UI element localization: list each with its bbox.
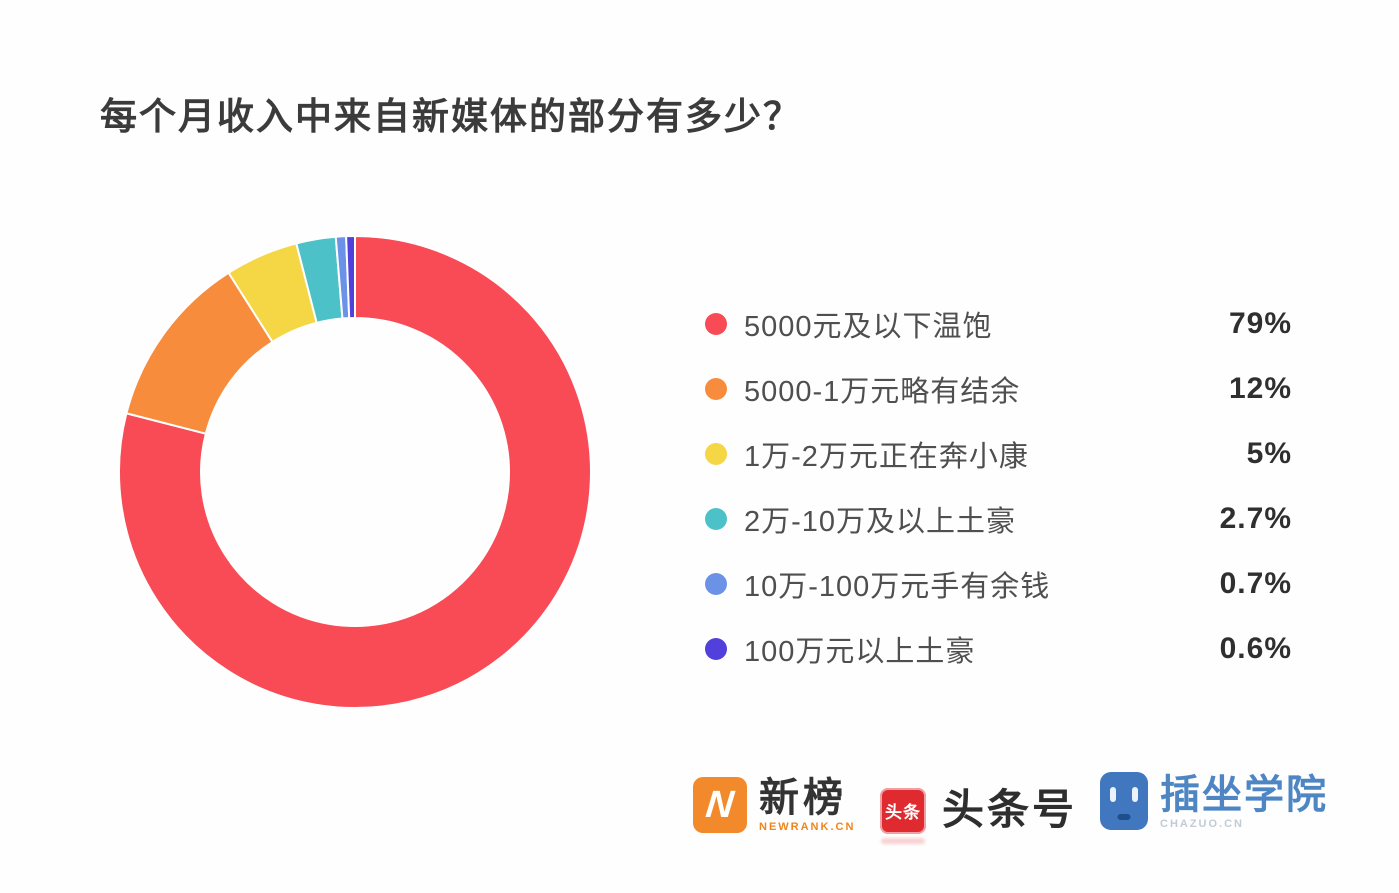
legend-row: 5000-1万元略有结余 12% <box>705 356 1292 421</box>
legend-color-dot <box>705 637 727 660</box>
legend-row: 1万-2万元正在奔小康 5% <box>705 421 1292 486</box>
toutiao-name: 头条号 <box>942 786 1078 833</box>
chazuo-brand: 插坐学院 CHAZUO.CN <box>1100 772 1328 830</box>
donut-chart <box>118 234 592 709</box>
legend-value: 79% <box>1228 306 1292 340</box>
legend-color-dot <box>705 572 727 595</box>
donut-slice-5 <box>345 234 356 320</box>
legend-label: 5000-1万元略有结余 <box>744 375 1021 408</box>
robot-eye-right <box>1132 787 1138 802</box>
robot-eye-left <box>1110 787 1116 802</box>
legend-color-dot <box>705 312 727 335</box>
newrank-n-glyph: N <box>704 783 736 826</box>
legend-row: 2万-10万及以上土豪 2.7% <box>705 486 1292 551</box>
newrank-brand: N 新榜 NEWRANK.CN <box>693 776 855 833</box>
legend-row: 5000元及以下温饱 79% <box>705 291 1292 356</box>
legend-row: 100万元以上土豪 0.6% <box>705 616 1292 681</box>
footer-logos: N 新榜 NEWRANK.CN 头条 头条号 插坐学院 <box>0 772 1399 862</box>
chart-legend: 5000元及以下温饱 79% 5000-1万元略有结余 12% 1万-2万元正在奔小康 5… <box>705 291 1292 681</box>
legend-value: 0.6% <box>1219 631 1292 665</box>
newrank-name: 新榜 <box>759 776 847 820</box>
legend-label: 10万-100万元手有余钱 <box>744 570 1051 603</box>
chart-title: 每个月收入中来自新媒体的部分有多少？ <box>100 96 802 137</box>
legend-color-dot <box>705 377 727 400</box>
legend-label: 100万元以上土豪 <box>744 635 976 668</box>
chazuo-name: 插坐学院 <box>1160 772 1328 817</box>
legend-color-dot <box>705 442 727 465</box>
toutiao-brand: 头条 头条号 <box>880 776 1077 847</box>
newrank-url: NEWRANK.CN <box>759 821 856 833</box>
legend-row: 10万-100万元手有余钱 0.7% <box>705 551 1292 616</box>
chazuo-robot-icon <box>1100 772 1148 830</box>
legend-label: 5000元及以下温饱 <box>744 310 993 343</box>
donut-slice-0 <box>118 234 592 709</box>
legend-color-dot <box>705 507 727 530</box>
legend-label: 1万-2万元正在奔小康 <box>744 440 1029 473</box>
legend-value: 12% <box>1228 371 1292 405</box>
legend-value: 0.7% <box>1219 566 1292 600</box>
legend-value: 5% <box>1246 436 1292 470</box>
toutiao-subtext-blur <box>881 837 925 844</box>
toutiao-logo-icon: 头条 <box>880 787 926 834</box>
toutiao-badge-text: 头条 <box>885 803 921 822</box>
newrank-logo-icon: N <box>693 776 747 833</box>
chazuo-url: CHAZUO.CN <box>1160 817 1244 830</box>
robot-mouth <box>1117 814 1131 820</box>
legend-value: 2.7% <box>1219 501 1292 535</box>
legend-label: 2万-10万及以上土豪 <box>744 505 1017 538</box>
